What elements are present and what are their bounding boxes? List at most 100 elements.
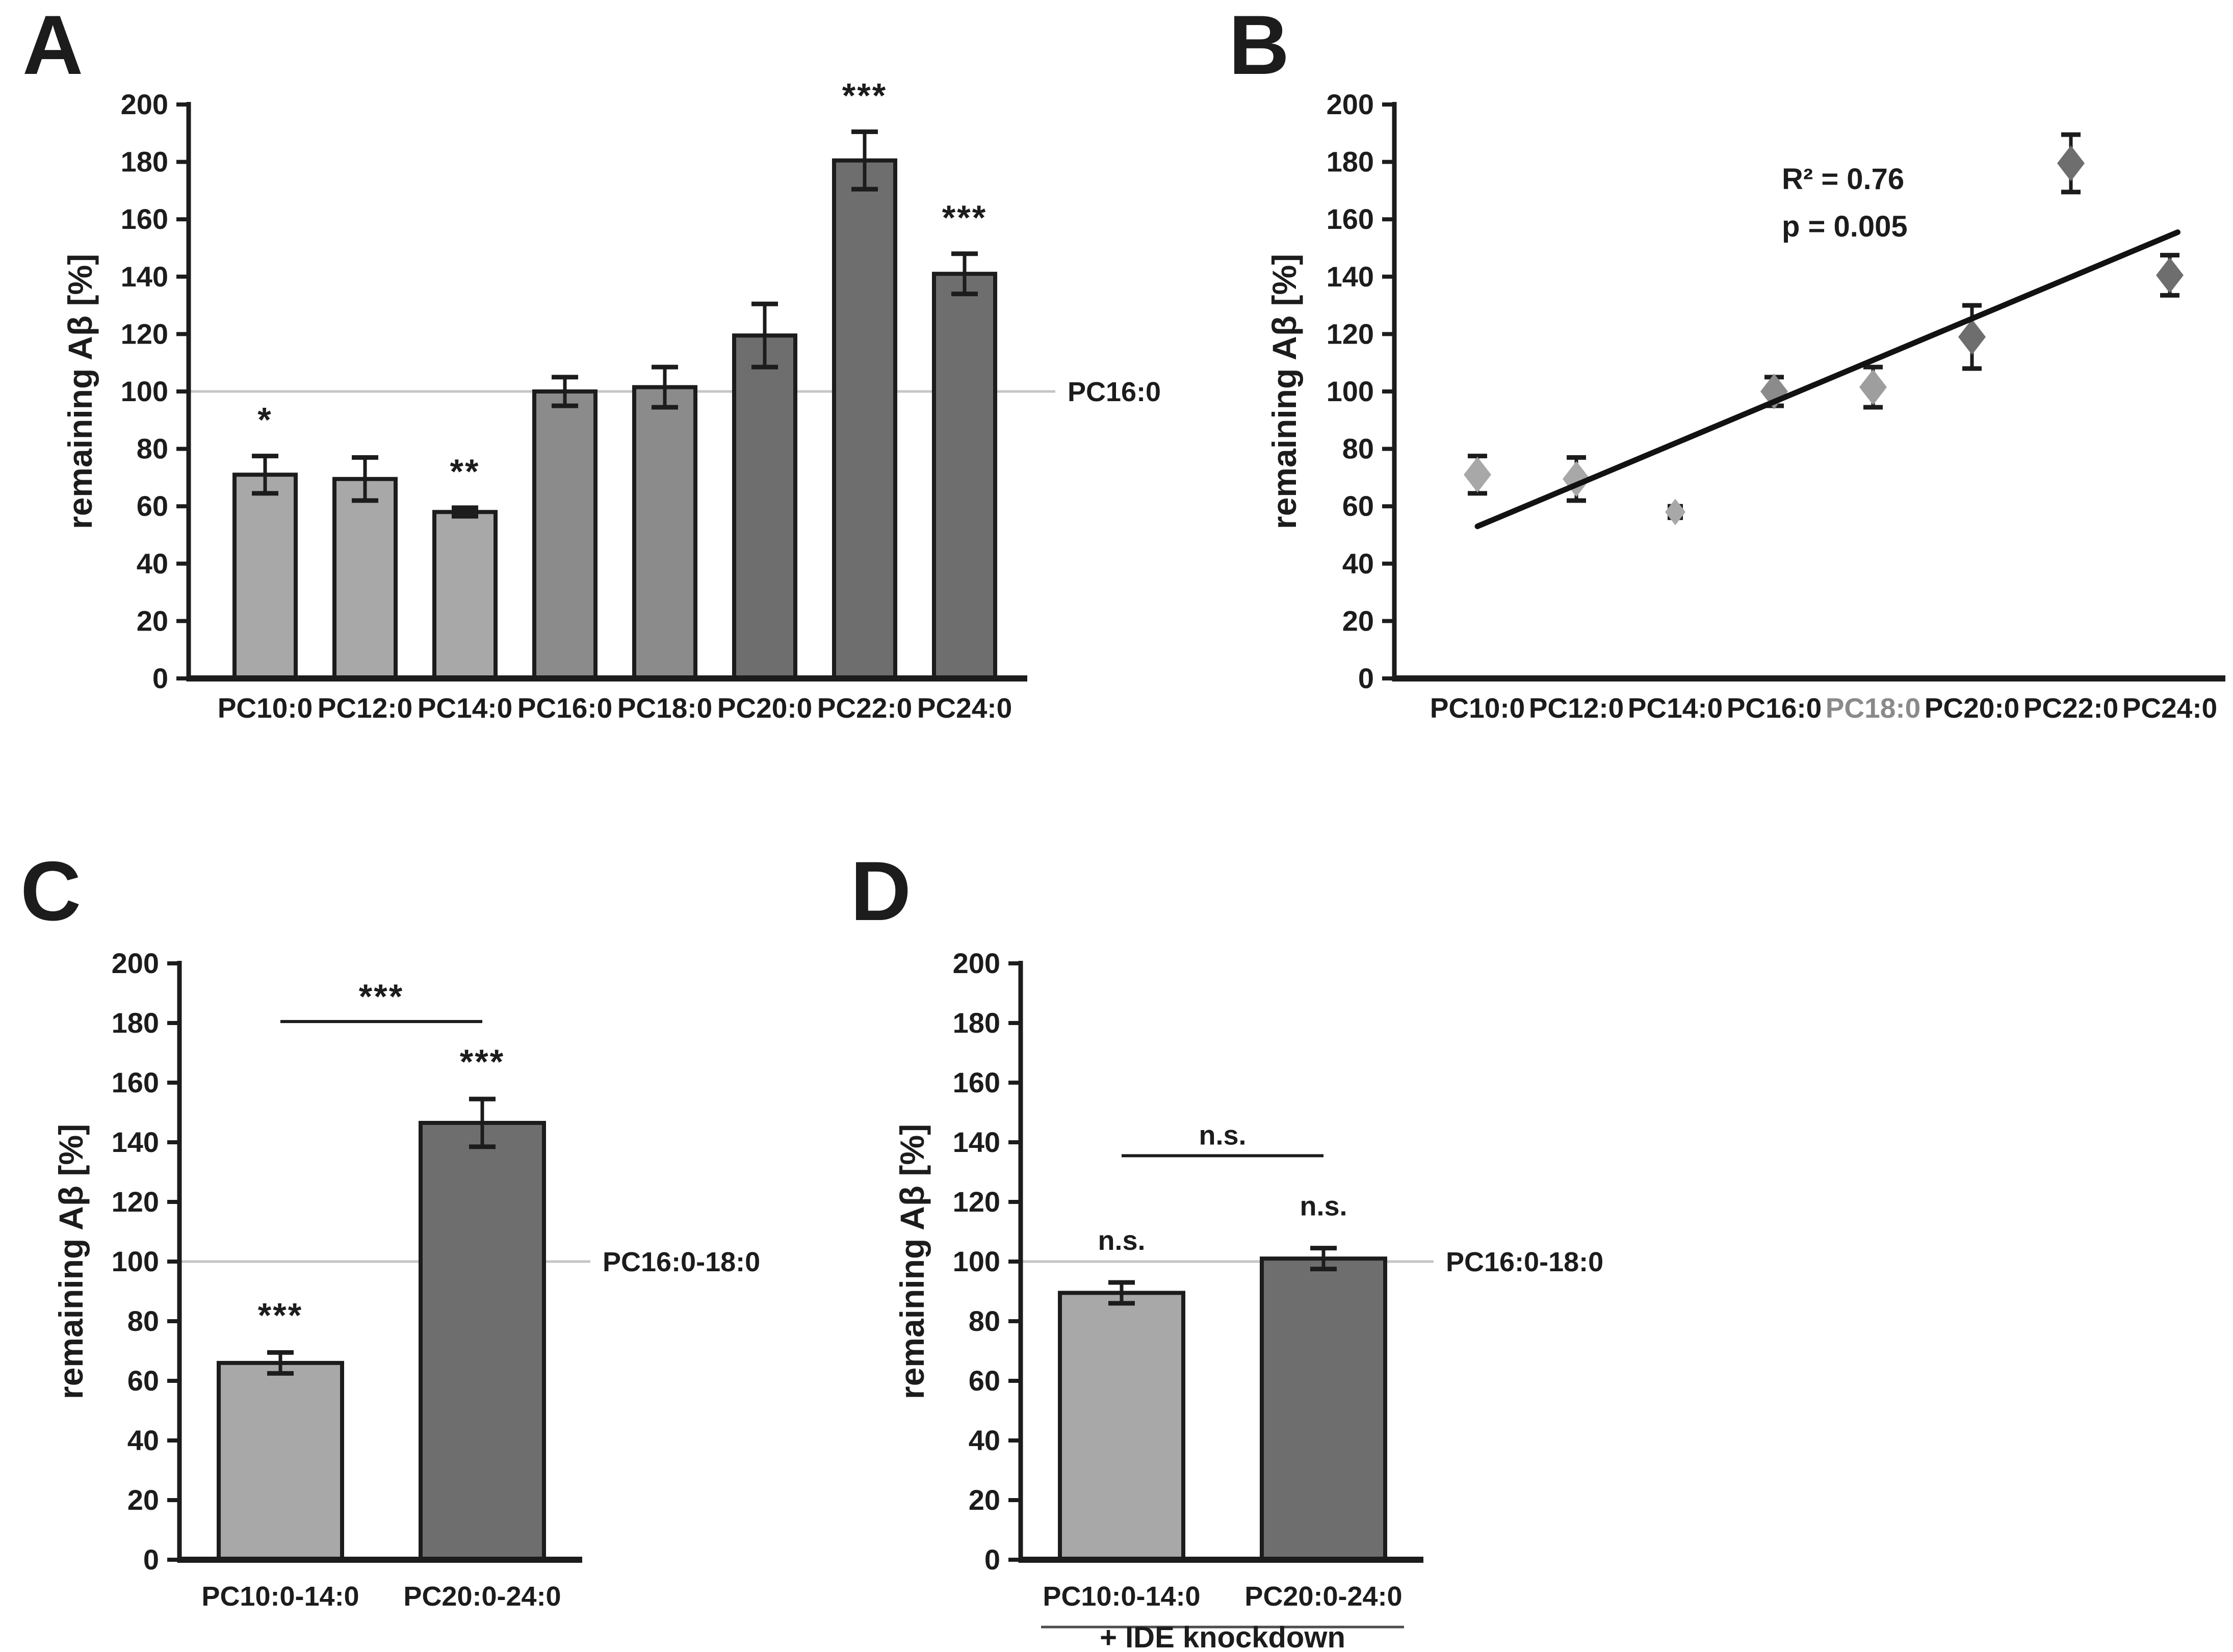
panel-d-x-label-PC10:0-14:0: PC10:0-14:0 (1043, 1581, 1200, 1612)
panel-c-x-label-PC20:0-24:0: PC20:0-24:0 (403, 1581, 561, 1612)
panel-a-bar-PC10:0 (232, 473, 298, 681)
panel-c-y-tick-label: 160 (112, 1066, 159, 1098)
panel-a-y-tick-label: 160 (121, 203, 168, 235)
panel-d-y-tick-label: 80 (969, 1305, 1000, 1337)
panel-b-marker-PC10:0 (1464, 457, 1491, 493)
panel-c-y-tick-label: 180 (112, 1007, 159, 1039)
panel-c-comparison-label: *** (359, 977, 404, 1016)
panel-a-y-tick-label: 120 (121, 318, 168, 350)
panel-b-marker-PC24:0 (2156, 257, 2184, 293)
panel-c-y-tick-label: 100 (112, 1245, 159, 1277)
panel-a-x-label-PC24:0: PC24:0 (917, 692, 1012, 724)
panel-a-significance-label: * (257, 401, 272, 439)
panel-b-trendline (1474, 229, 2181, 530)
panel-a-significance-label: *** (942, 198, 987, 237)
panel-b-annotation-0: R² = 0.76 (1782, 163, 1904, 196)
panel-a-x-label-PC18:0: PC18:0 (617, 692, 712, 724)
panel-b-y-tick-label: 40 (1342, 547, 1374, 580)
panel-a-reference-line-label: PC16:0 (1068, 377, 1161, 407)
panel-d-bar-PC20:0-24:0 (1260, 1256, 1387, 1562)
panel-c-y-tick-label: 0 (143, 1543, 159, 1576)
panel-d-y-axis-title: remaining Aβ [%] (893, 1124, 931, 1399)
panel-b-x-label-PC18:0: PC18:0 (1826, 692, 1920, 724)
panel-b-x-label-PC14:0: PC14:0 (1628, 692, 1723, 724)
panel-a-bar-PC20:0 (732, 333, 797, 680)
panel-d-chart: PC16:0-18:0 n.s. n.s. n.s. 0 20 40 60 80 100 120 14… (893, 947, 1603, 1652)
panel-a-y-tick-label: 60 (137, 490, 168, 522)
panel-a-x-label-PC10:0: PC10:0 (218, 692, 313, 724)
panel-b-x-label-PC22:0: PC22:0 (2023, 692, 2118, 724)
panel-c-bar-PC20:0-24:0 (419, 1120, 546, 1562)
panel-a-significance-label: ** (450, 452, 480, 491)
panel-b-x-label-PC10:0: PC10:0 (1430, 692, 1525, 724)
panel-b-y-tick-label: 0 (1358, 662, 1374, 694)
panel-d-y-tick-label: 100 (953, 1245, 1000, 1277)
panel-a-bar-PC12:0 (332, 477, 398, 681)
panel-d-y-tick-label: 40 (969, 1424, 1000, 1456)
panel-a-bar-PC16:0 (532, 389, 598, 680)
panel-d-y-tick-label: 200 (953, 947, 1000, 979)
panel-a-y-tick-label: 0 (152, 662, 168, 694)
panel-c-chart: PC16:0-18:0 *** *** *** 0 20 40 60 80 100 120 140 16… (52, 947, 760, 1612)
panel-b-letter: B (1229, 0, 1290, 92)
panel-c-y-axis-title: remaining Aβ [%] (52, 1124, 90, 1399)
panel-a-y-tick-label: 100 (121, 375, 168, 407)
panel-b-y-tick-label: 180 (1327, 146, 1374, 178)
panel-b: R² = 0.76 p = 0.005 0 20 40 60 80 100 120 140 160 1… (1208, 5, 2233, 831)
panel-b-marker-PC20:0 (1958, 319, 1986, 355)
panel-d-bar-PC10:0-14:0 (1058, 1291, 1185, 1562)
panel-b-annotation-1: p = 0.005 (1782, 210, 1908, 243)
panel-d-y-tick-label: 20 (969, 1484, 1000, 1516)
panel-b-y-tick-label: 20 (1342, 605, 1374, 637)
panel-d-significance-label: n.s. (1098, 1225, 1145, 1256)
panel-a-significance-label: *** (842, 76, 887, 115)
panel-c-y-tick-label: 20 (127, 1484, 159, 1516)
panel-b-x-label-PC20:0: PC20:0 (1925, 692, 2019, 724)
panel-b-y-tick-label: 100 (1327, 375, 1374, 407)
panel-c-significance-label: *** (258, 1296, 303, 1334)
panel-a-x-label-PC22:0: PC22:0 (817, 692, 912, 724)
panel-a-bar-PC24:0 (932, 272, 997, 680)
panel-c-y-tick-label: 60 (127, 1365, 159, 1397)
panel-d-reference-line-label: PC16:0-18:0 (1446, 1247, 1603, 1277)
panel-a-x-label-PC14:0: PC14:0 (418, 692, 512, 724)
panel-c-y-tick-label: 80 (127, 1305, 159, 1337)
panel-c-significance-label: *** (460, 1042, 505, 1081)
panel-a-bar-PC22:0 (832, 158, 897, 681)
panel-b-x-label-PC24:0: PC24:0 (2122, 692, 2217, 724)
panel-b-y-tick-label: 80 (1342, 433, 1374, 465)
panel-d-group-annotation: + IDE knockdown (1100, 1621, 1345, 1652)
panel-a-y-tick-label: 200 (121, 88, 168, 120)
panel-d-y-tick-label: 0 (984, 1543, 1000, 1576)
panel-b-y-tick-label: 160 (1327, 203, 1374, 235)
panel-b-marker-PC18:0 (1859, 369, 1887, 405)
panel-a-x-label-PC20:0: PC20:0 (717, 692, 812, 724)
panel-c-y-tick-label: 200 (112, 947, 159, 979)
panel-a-x-label-PC16:0: PC16:0 (517, 692, 612, 724)
panel-d-y-tick-label: 160 (953, 1066, 1000, 1098)
panel-d-x-label-PC20:0-24:0: PC20:0-24:0 (1244, 1581, 1402, 1612)
panel-b-x-label-PC16:0: PC16:0 (1727, 692, 1822, 724)
panel-b-marker-PC22:0 (2057, 145, 2085, 181)
panel-b-chart: R² = 0.76 p = 0.005 0 20 40 60 80 100 120 140 160 1… (1265, 88, 2225, 724)
panel-c: PC16:0-18:0 *** *** *** 0 20 40 60 80 100 120 140 16… (15, 826, 831, 1652)
panel-a-y-tick-label: 40 (137, 547, 168, 580)
panel-c-x-label-PC10:0-14:0: PC10:0-14:0 (201, 1581, 359, 1612)
panel-c-letter: C (20, 844, 82, 938)
panel-a-letter: A (22, 0, 84, 92)
panel-c-bar-PC10:0-14:0 (217, 1360, 344, 1562)
panel-b-y-axis-title: remaining Aβ [%] (1265, 254, 1303, 529)
panel-a-x-label-PC12:0: PC12:0 (318, 692, 412, 724)
panel-b-y-tick-label: 60 (1342, 490, 1374, 522)
panel-a: PC16:0 * ** *** *** 0 20 40 60 80 100 120 140 160 180 2… (15, 5, 1178, 831)
panel-d-significance-label: n.s. (1300, 1191, 1347, 1222)
panel-a-bar-PC14:0 (432, 510, 498, 681)
panel-d-letter: D (850, 844, 912, 938)
panel-a-y-tick-label: 140 (121, 260, 168, 293)
panel-b-y-tick-label: 200 (1327, 88, 1374, 120)
panel-b-y-tick-label: 120 (1327, 318, 1374, 350)
panel-d-y-tick-label: 120 (953, 1186, 1000, 1218)
panel-c-reference-line-label: PC16:0-18:0 (603, 1247, 760, 1277)
panel-c-y-tick-label: 140 (112, 1126, 159, 1158)
